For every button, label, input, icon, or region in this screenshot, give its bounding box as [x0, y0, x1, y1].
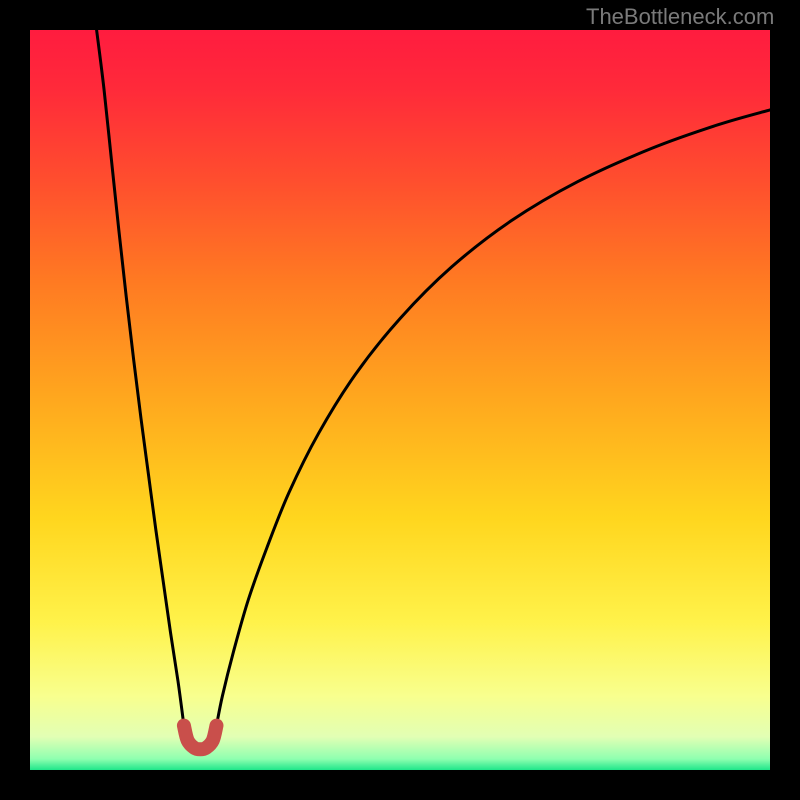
bottleneck-chart — [30, 30, 770, 770]
watermark-label: TheBottleneck.com — [586, 4, 774, 30]
chart-container — [30, 30, 770, 770]
stage: TheBottleneck.com — [0, 0, 800, 800]
gradient-background — [30, 30, 770, 770]
